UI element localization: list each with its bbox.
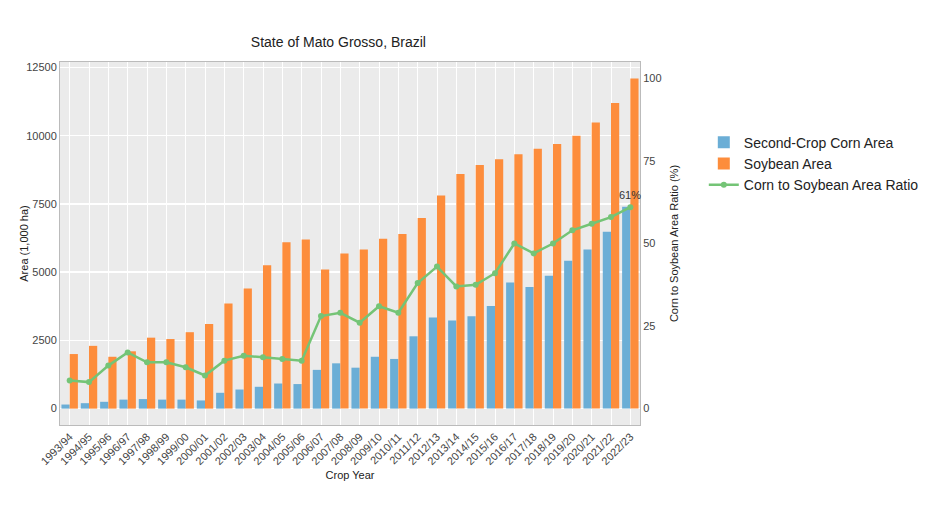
svg-text:Corn to Soybean Area Ratio: Corn to Soybean Area Ratio: [744, 177, 919, 193]
svg-text:2010/11: 2010/11: [368, 431, 404, 467]
svg-text:2003/04: 2003/04: [232, 431, 269, 468]
svg-text:1997/98: 1997/98: [116, 431, 153, 468]
svg-text:2009/10: 2009/10: [348, 431, 385, 468]
svg-text:2016/17: 2016/17: [483, 431, 520, 468]
svg-text:2014/15: 2014/15: [444, 431, 481, 468]
svg-text:0: 0: [51, 402, 57, 414]
svg-text:2012/13: 2012/13: [406, 431, 443, 468]
svg-text:2022/23: 2022/23: [599, 431, 636, 468]
svg-text:1996/97: 1996/97: [96, 431, 133, 468]
svg-text:50: 50: [643, 237, 655, 249]
svg-text:2018/19: 2018/19: [522, 431, 559, 468]
svg-text:2008/09: 2008/09: [328, 431, 365, 468]
svg-text:Crop Year: Crop Year: [326, 469, 375, 481]
svg-text:0: 0: [643, 402, 649, 414]
svg-text:25: 25: [643, 320, 655, 332]
svg-text:2017/18: 2017/18: [502, 431, 539, 468]
svg-text:10000: 10000: [26, 130, 57, 142]
svg-text:2019/20: 2019/20: [541, 431, 578, 468]
svg-text:2500: 2500: [32, 334, 56, 346]
svg-text:2005/06: 2005/06: [270, 431, 307, 468]
svg-text:5000: 5000: [32, 266, 56, 278]
svg-text:1994/95: 1994/95: [58, 431, 95, 468]
svg-text:61%: 61%: [619, 189, 641, 201]
svg-text:Area (1,000 ha): Area (1,000 ha): [18, 205, 30, 281]
svg-text:12500: 12500: [26, 61, 57, 73]
svg-text:Corn to Soybean Area Ratio (%): Corn to Soybean Area Ratio (%): [668, 165, 680, 322]
svg-text:Second-Crop Corn Area: Second-Crop Corn Area: [744, 135, 894, 151]
svg-text:7500: 7500: [32, 198, 56, 210]
svg-text:2006/07: 2006/07: [290, 431, 327, 468]
svg-text:2004/05: 2004/05: [251, 431, 288, 468]
svg-text:2002/03: 2002/03: [212, 431, 249, 468]
svg-text:2020/21: 2020/21: [560, 431, 597, 468]
svg-text:2007/08: 2007/08: [309, 431, 346, 468]
svg-text:State of Mato Grosso, Brazil: State of Mato Grosso, Brazil: [251, 34, 426, 50]
svg-text:1993/94: 1993/94: [38, 431, 75, 468]
svg-text:Soybean Area: Soybean Area: [744, 156, 832, 172]
svg-text:100: 100: [643, 72, 661, 84]
svg-text:2015/16: 2015/16: [464, 431, 501, 468]
svg-text:75: 75: [643, 155, 655, 167]
svg-text:2021/22: 2021/22: [580, 431, 617, 468]
svg-text:2000/01: 2000/01: [174, 431, 211, 468]
svg-text:2011/12: 2011/12: [387, 431, 423, 467]
svg-text:1995/96: 1995/96: [77, 431, 114, 468]
svg-text:1998/99: 1998/99: [135, 431, 172, 468]
svg-text:1999/00: 1999/00: [154, 431, 191, 468]
svg-text:2013/14: 2013/14: [425, 431, 462, 468]
svg-text:2001/02: 2001/02: [193, 431, 230, 468]
